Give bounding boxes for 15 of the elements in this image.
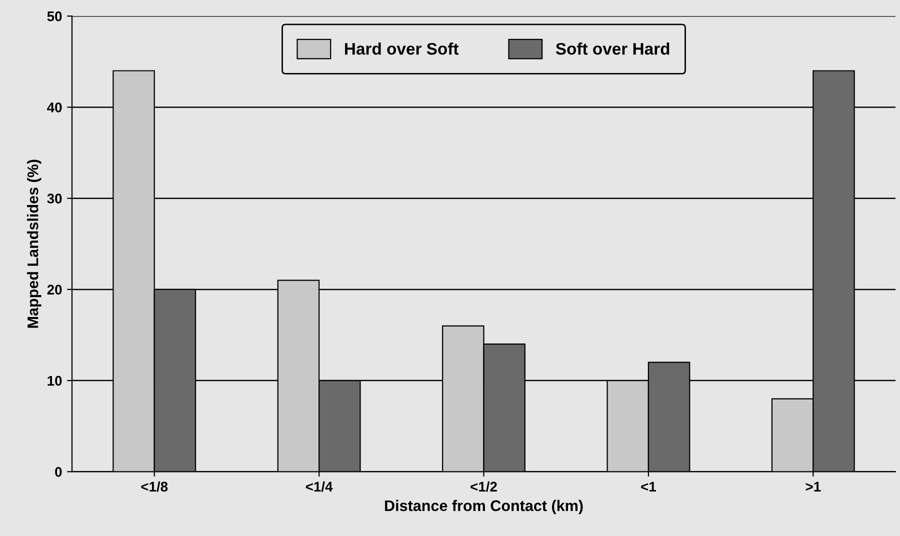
x-tick-label: >1 [806,482,821,492]
y-tick-label: 10 [48,376,62,386]
y-tick-label: 50 [47,11,62,22]
legend-label: Hard over Soft [345,42,459,55]
y-tick-label: 30 [47,194,62,204]
y-tick-label: 0 [55,467,62,477]
y-tick-label: 40 [47,102,62,112]
x-tick-label: <1/8 [141,481,168,492]
x-tick-label: <1/4 [306,481,333,492]
y-tick-label: 20 [47,284,62,295]
legend-label: Soft over Hard [556,42,670,55]
x-tick-label: <1/2 [470,481,497,492]
x-tick-label: <1 [641,482,656,492]
x-axis-title: Distance from Contact (km) [385,500,583,514]
y-axis-title: Mapped Landslides (%) [27,160,42,328]
